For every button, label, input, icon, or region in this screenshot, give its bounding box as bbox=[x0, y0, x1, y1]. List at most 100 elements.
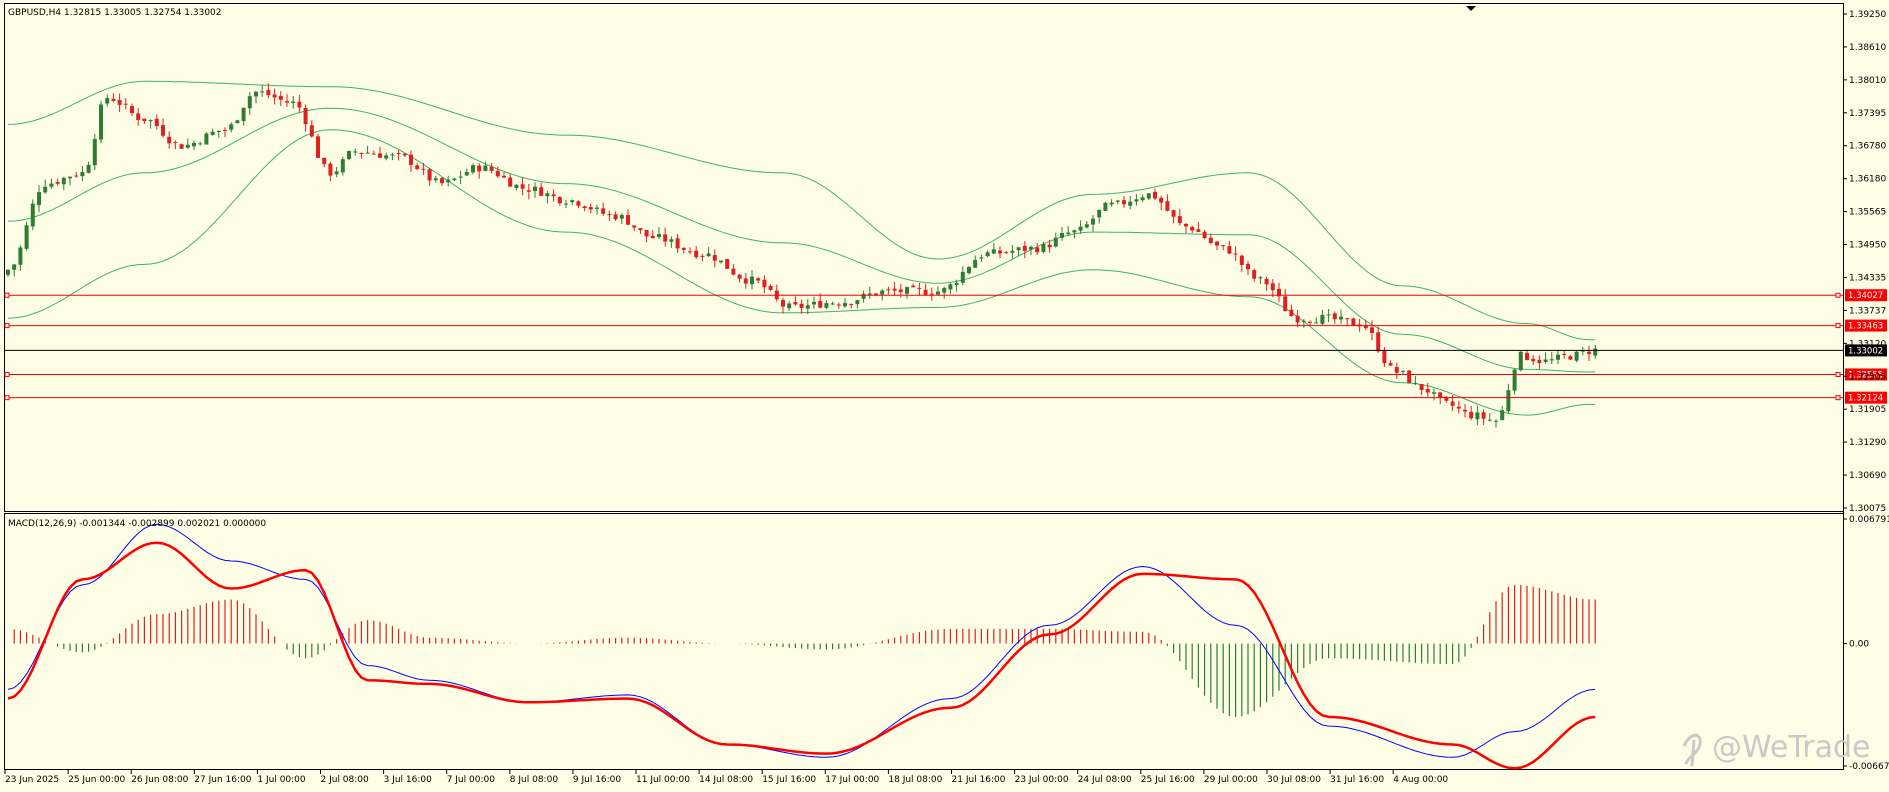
candle-body bbox=[1171, 210, 1176, 217]
candle-body bbox=[427, 169, 432, 181]
candle-body bbox=[1562, 353, 1567, 355]
time-axis-ticks: 23 Jun 2025 25 Jun 00:00 26 Jun 08:00 27 Ju… bbox=[4, 770, 1448, 785]
time-tick-label: 30 Jul 08:00 bbox=[1267, 775, 1321, 785]
level-handle bbox=[4, 323, 10, 329]
candle-body bbox=[533, 186, 537, 192]
time-tick-label: 4 Aug 00:00 bbox=[1393, 775, 1448, 785]
candle-body bbox=[892, 288, 897, 291]
candle-body bbox=[1518, 351, 1523, 371]
shift-marker-icon[interactable] bbox=[1466, 6, 1476, 11]
time-tick-label: 18 Jul 08:00 bbox=[888, 775, 942, 785]
candle-body bbox=[1351, 318, 1356, 326]
candle-body bbox=[991, 249, 996, 254]
candle-body bbox=[787, 303, 792, 309]
candle-body bbox=[483, 165, 488, 171]
candle-body bbox=[402, 153, 407, 156]
candle-body bbox=[781, 300, 785, 307]
watermark: @WeTrade bbox=[1682, 730, 1871, 767]
candle-body bbox=[1425, 388, 1430, 393]
candle-body bbox=[886, 289, 891, 291]
candle-body bbox=[681, 247, 686, 250]
time-tick-label: 11 Jul 00:00 bbox=[636, 775, 690, 785]
time-tick-label: 25 Jun 00:00 bbox=[68, 775, 125, 785]
candle-body bbox=[384, 155, 389, 159]
level-handle bbox=[4, 395, 10, 401]
candle-body bbox=[694, 250, 699, 258]
candle-body bbox=[520, 184, 525, 189]
candle-body bbox=[1270, 283, 1275, 291]
candle-body bbox=[130, 106, 134, 114]
candle-body bbox=[737, 274, 742, 279]
time-tick-label: 25 Jul 16:00 bbox=[1141, 775, 1195, 785]
time-tick-label: 24 Jul 08:00 bbox=[1078, 775, 1132, 785]
candle-body bbox=[1016, 247, 1021, 251]
candlestick-series bbox=[6, 83, 1598, 428]
candle-body bbox=[1128, 201, 1133, 206]
candle-body bbox=[929, 293, 934, 295]
level-price-label: 1.34027 bbox=[1848, 291, 1883, 301]
candle-body bbox=[12, 264, 17, 270]
candle-body bbox=[471, 165, 475, 173]
candle-body bbox=[210, 131, 215, 135]
candle-body bbox=[1134, 199, 1139, 202]
candle-body bbox=[1122, 200, 1126, 205]
bollinger-upper bbox=[7, 80, 1596, 341]
candle-body bbox=[632, 225, 637, 228]
candle-body bbox=[1444, 397, 1449, 401]
level-handle bbox=[1835, 395, 1841, 401]
candle-body bbox=[1413, 383, 1418, 385]
candle-body bbox=[458, 176, 463, 178]
macd-tick-label: 0.00 bbox=[1849, 640, 1869, 650]
candle-body bbox=[80, 171, 85, 177]
time-tick-label: 8 Jul 08:00 bbox=[510, 775, 559, 785]
candle-body bbox=[1568, 356, 1573, 360]
candle-body bbox=[92, 139, 97, 166]
candle-body bbox=[1072, 230, 1077, 233]
current-price-label: 1.33002 bbox=[1848, 346, 1883, 356]
candle-body bbox=[824, 303, 829, 308]
candle-body bbox=[657, 234, 661, 238]
candle-body bbox=[309, 125, 314, 137]
price-tick-label: 1.36180 bbox=[1849, 175, 1886, 185]
bollinger-middle bbox=[7, 107, 1596, 373]
candle-body bbox=[1202, 231, 1207, 239]
candle-body bbox=[1146, 193, 1151, 199]
candle-body bbox=[1153, 191, 1157, 199]
candle-body bbox=[1060, 233, 1064, 238]
candle-body bbox=[161, 125, 165, 136]
level-price-tag bbox=[1845, 368, 1887, 381]
candle-body bbox=[99, 104, 103, 140]
candle-body bbox=[1078, 226, 1083, 231]
candle-body bbox=[818, 300, 823, 308]
candle-body bbox=[241, 107, 246, 122]
candle-body bbox=[37, 192, 41, 206]
candle-body bbox=[1177, 216, 1182, 223]
candle-body bbox=[1115, 200, 1120, 202]
candle-body bbox=[1022, 245, 1027, 251]
candle-body bbox=[1512, 369, 1517, 391]
candle-body bbox=[545, 193, 550, 197]
candle-body bbox=[1382, 351, 1387, 363]
candle-body bbox=[508, 177, 513, 187]
candle-body bbox=[564, 203, 568, 205]
candle-body bbox=[1252, 270, 1257, 279]
candle-body bbox=[55, 182, 60, 184]
candle-body bbox=[650, 235, 655, 239]
price-tick-label: 1.30690 bbox=[1849, 471, 1886, 481]
candle-body bbox=[526, 190, 531, 192]
horizontal-levels[interactable]: 1.34027 1.33463 1.32555 1.32124 1.33002 bbox=[4, 289, 1887, 404]
time-tick-label: 7 Jul 00:00 bbox=[447, 775, 496, 785]
candle-body bbox=[1066, 232, 1071, 235]
candle-body bbox=[1339, 316, 1343, 320]
candle-body bbox=[1469, 411, 1474, 419]
candle-body bbox=[272, 94, 277, 98]
candle-body bbox=[1370, 327, 1374, 334]
candle-body bbox=[6, 269, 10, 275]
candle-body bbox=[192, 142, 196, 147]
candle-body bbox=[849, 304, 854, 306]
candle-body bbox=[1233, 253, 1238, 255]
candle-body bbox=[322, 157, 327, 165]
candle-body bbox=[626, 215, 630, 225]
candle-body bbox=[285, 101, 289, 103]
